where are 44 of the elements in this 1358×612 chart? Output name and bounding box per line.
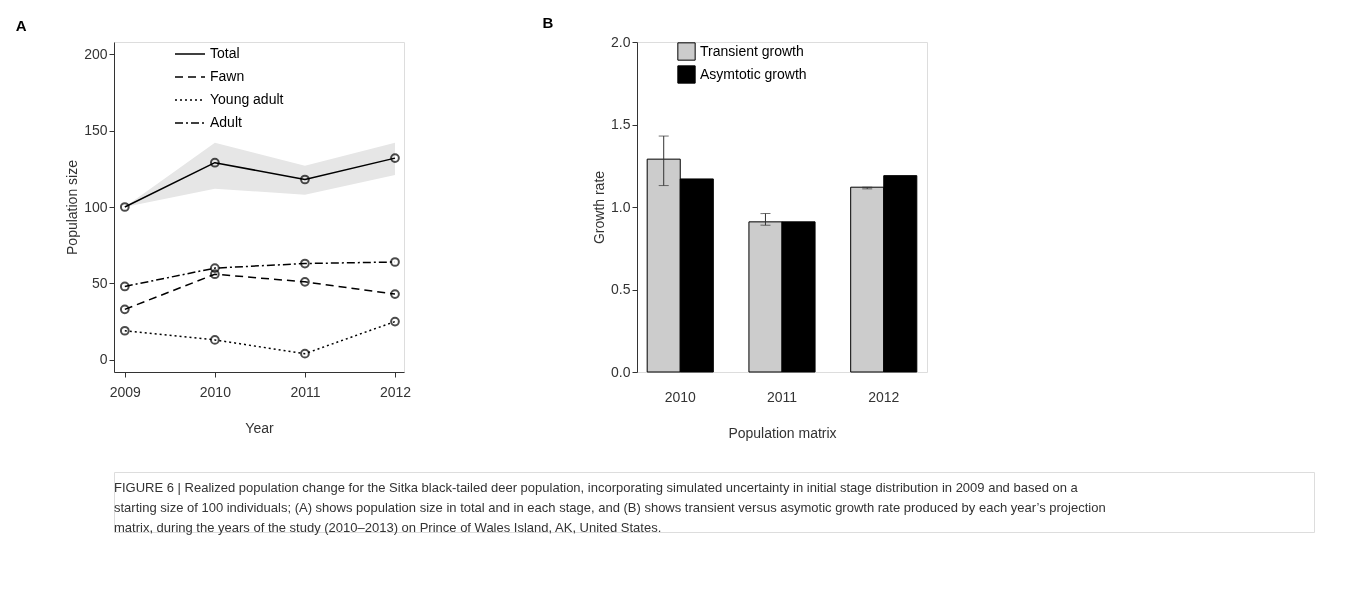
x-tick-label: 2011 bbox=[290, 383, 321, 400]
x-tick-label: 2009 bbox=[109, 383, 142, 400]
y-tick-label: 50 bbox=[91, 274, 108, 291]
legend-label: Young adult bbox=[210, 91, 284, 107]
y-tick-label: 0.5 bbox=[611, 281, 631, 297]
legend-label: Fawn bbox=[210, 68, 245, 84]
y-tick-label: 2.0 bbox=[611, 33, 631, 50]
point bbox=[119, 304, 130, 315]
y-tick-label: 100 bbox=[84, 198, 108, 215]
point bbox=[300, 277, 310, 287]
point bbox=[300, 348, 310, 359]
chart-title: A bbox=[15, 17, 27, 34]
point bbox=[210, 269, 220, 280]
y-tick-label: 150 bbox=[84, 122, 108, 139]
y-tick-label: 0 bbox=[99, 351, 108, 368]
point bbox=[210, 263, 220, 273]
y-axis-title: Population size bbox=[64, 159, 81, 255]
point bbox=[300, 258, 310, 269]
x-tick-label: 2012 bbox=[868, 388, 900, 405]
point bbox=[390, 316, 400, 327]
x-tick-label: 2012 bbox=[379, 383, 412, 400]
x-tick-label: 2010 bbox=[199, 383, 232, 400]
legend-label: Total bbox=[210, 45, 240, 61]
point bbox=[210, 157, 220, 168]
y-tick-label: 0.0 bbox=[611, 363, 631, 380]
chart-title: B bbox=[542, 14, 554, 31]
point bbox=[210, 335, 220, 345]
y-axis-title: Growth rate bbox=[591, 170, 608, 245]
x-tick-label: 2011 bbox=[766, 388, 798, 405]
point bbox=[390, 289, 400, 299]
point bbox=[119, 325, 130, 336]
y-tick-label: 1.5 bbox=[611, 116, 631, 132]
x-axis-title: Population matrix bbox=[728, 424, 837, 441]
point bbox=[119, 281, 130, 292]
caption: FIGURE 6 | Realized population change for the Sitka black-tailed deer population, incorporating simulated uncertainty in initial stage distribution in 2009 and based on a starting size of 100 individuals; (A) shows population size in total and in each stage, and (B) shows transient versus asymotic growth rate produced by each year’s projection matrix, during the years of the study (2010–2013) on Prince of Wales Island, AK, United States. bbox=[114, 480, 1106, 535]
y-tick-label: 1.0 bbox=[611, 198, 631, 215]
legend-label: Transient growth bbox=[700, 42, 804, 59]
x-tick-label: 2010 bbox=[664, 388, 697, 405]
point bbox=[390, 257, 400, 267]
y-tick-label: 200 bbox=[84, 45, 108, 62]
point bbox=[300, 174, 310, 185]
legend-label: Asymtotic growth bbox=[700, 65, 807, 82]
x-axis-title: Year bbox=[245, 419, 274, 436]
legend-label: Adult bbox=[210, 114, 243, 130]
